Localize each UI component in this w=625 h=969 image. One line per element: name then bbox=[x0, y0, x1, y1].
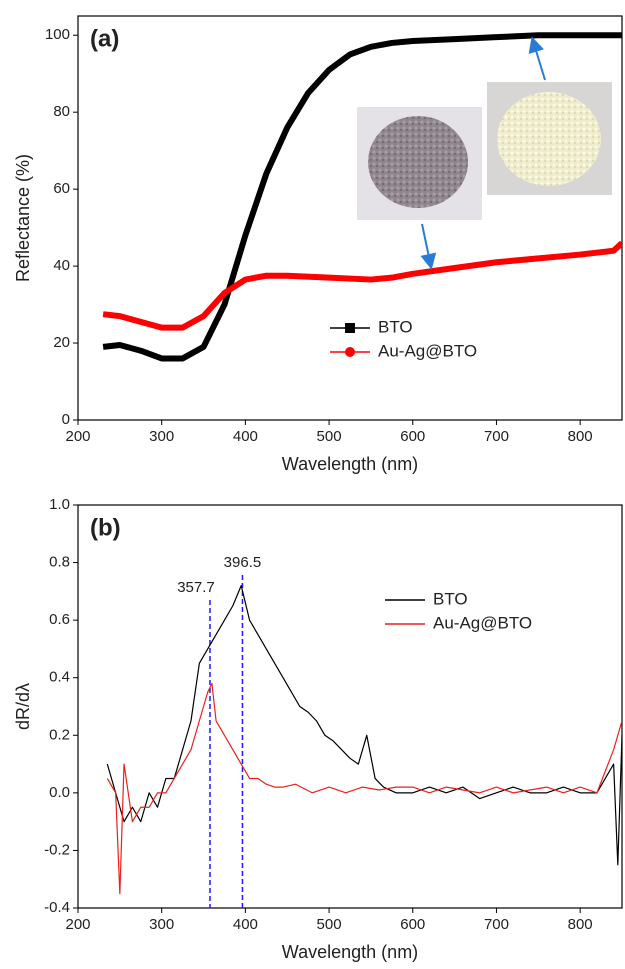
data-line bbox=[106, 682, 622, 895]
data-line bbox=[106, 585, 622, 866]
x-axis-title: Wavelength (nm) bbox=[282, 942, 418, 962]
x-tick-label: 500 bbox=[317, 428, 342, 445]
y-tick-label: 0.6 bbox=[49, 611, 70, 628]
y-tick-label: 100 bbox=[45, 26, 70, 43]
x-tick-label: 700 bbox=[484, 428, 509, 445]
y-tick-label: 1.0 bbox=[49, 496, 70, 513]
legend-marker bbox=[345, 347, 355, 357]
x-tick-label: 800 bbox=[568, 916, 593, 933]
x-tick-label: 200 bbox=[65, 428, 90, 445]
y-tick-label: 20 bbox=[53, 334, 70, 351]
x-tick-label: 400 bbox=[233, 428, 258, 445]
y-tick-label: -0.4 bbox=[44, 899, 70, 916]
x-tick-label: 200 bbox=[65, 916, 90, 933]
arrow bbox=[420, 223, 437, 270]
y-tick-label: 80 bbox=[53, 103, 70, 120]
plot-frame bbox=[77, 504, 623, 909]
arrow bbox=[528, 36, 546, 81]
x-tick-label: 600 bbox=[400, 916, 425, 933]
y-tick-label: 0.0 bbox=[49, 784, 70, 801]
panel-label: (b) bbox=[90, 514, 121, 541]
y-tick-label: 40 bbox=[53, 257, 70, 274]
legend-label: BTO bbox=[378, 317, 413, 336]
y-tick-label: 60 bbox=[53, 180, 70, 197]
data-line bbox=[102, 240, 622, 331]
y-axis-title: Reflectance (%) bbox=[13, 154, 33, 282]
photo-au-ag-bto bbox=[357, 107, 482, 220]
panel: 200 300 400 500 600 700 800 0 20 40 60 80 100 Wavelen… bbox=[13, 15, 623, 474]
y-tick-label: 0 bbox=[62, 411, 70, 428]
y-tick-label: 0.8 bbox=[49, 554, 70, 571]
x-tick-label: 800 bbox=[568, 428, 593, 445]
x-tick-label: 500 bbox=[317, 916, 342, 933]
x-tick-label: 400 bbox=[233, 916, 258, 933]
data-line bbox=[102, 32, 622, 362]
x-tick-label: 600 bbox=[400, 428, 425, 445]
x-tick-label: 700 bbox=[484, 916, 509, 933]
x-tick-label: 300 bbox=[149, 916, 174, 933]
y-axis-title: dR/dλ bbox=[13, 683, 33, 730]
legend-marker bbox=[345, 323, 355, 333]
reference-label: 357.7 bbox=[177, 579, 215, 596]
reference-label: 396.5 bbox=[224, 554, 262, 571]
plot-frame bbox=[77, 15, 623, 421]
x-axis-title: Wavelength (nm) bbox=[282, 454, 418, 474]
legend-label: Au-Ag@BTO bbox=[433, 613, 532, 632]
y-tick-label: 0.2 bbox=[49, 726, 70, 743]
panel-label: (a) bbox=[90, 25, 119, 52]
panel: 200 300 400 500 600 700 800 -0.4 -0.2 0.0 0.2 0.4 0.… bbox=[13, 496, 623, 962]
photo-bto bbox=[487, 82, 612, 195]
y-tick-label: 0.4 bbox=[49, 669, 70, 686]
legend-label: BTO bbox=[433, 589, 468, 608]
x-tick-label: 300 bbox=[149, 428, 174, 445]
y-tick-label: -0.2 bbox=[44, 841, 70, 858]
legend-label: Au-Ag@BTO bbox=[378, 341, 477, 360]
